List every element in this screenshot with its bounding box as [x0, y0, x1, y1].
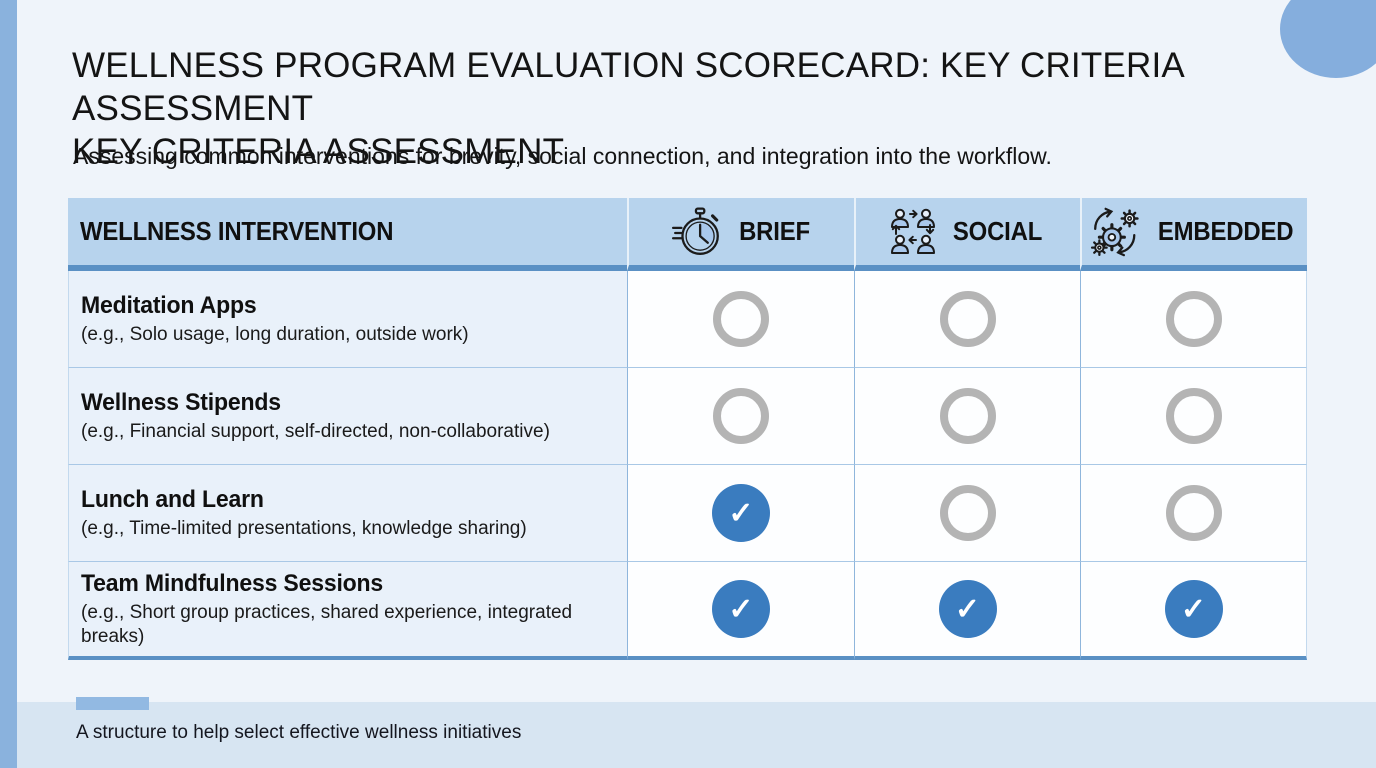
column-header-label: EMBEDDED [1157, 216, 1294, 246]
intervention-description: (e.g., Financial support, self-directed,… [81, 420, 550, 442]
check-cell [627, 271, 854, 368]
footer-band [0, 702, 1376, 768]
intervention-description: (e.g., Solo usage, long duration, outsid… [81, 323, 469, 345]
title-line-1: WELLNESS PROGRAM EVALUATION SCORECARD: K… [72, 46, 1183, 128]
subtitle: Assessing common interventions for brevi… [73, 143, 1052, 169]
page-title: WELLNESS PROGRAM EVALUATION SCORECARD: K… [72, 44, 1376, 173]
check-indicator: ✓ [712, 484, 770, 542]
column-header-social: SOCIAL [854, 198, 1080, 271]
check-indicator [1165, 388, 1222, 444]
check-indicator [1165, 485, 1222, 541]
table-row-meditation-apps: Meditation Apps (e.g., Solo usage, long … [68, 271, 627, 368]
table-row-team-mindfulness-sessions: Team Mindfulness Sessions (e.g., Short g… [68, 562, 627, 660]
check-indicator [939, 291, 996, 347]
check-cell: ✓ [854, 562, 1080, 660]
check-indicator: ✓ [1164, 580, 1223, 638]
column-header-label: BRIEF [739, 216, 810, 246]
people-cycle-icon [891, 208, 936, 254]
gears-cycle-icon [1090, 207, 1139, 256]
intervention-name: Wellness Stipends [81, 388, 281, 416]
check-cell [627, 368, 854, 465]
check-cell [1080, 465, 1307, 562]
check-cell: ✓ [627, 465, 854, 562]
intervention-name: Meditation Apps [81, 291, 257, 319]
check-cell: ✓ [627, 562, 854, 660]
scorecard-table: WELLNESS INTERVENTION BRIEF [68, 198, 1307, 660]
intervention-description: (e.g., Short group practices, shared exp… [81, 601, 573, 647]
check-indicator [713, 291, 769, 347]
intervention-name: Team Mindfulness Sessions [81, 569, 384, 597]
intervention-name: Lunch and Learn [81, 485, 264, 513]
title-line-2: KEY CRITERIA ASSESSMENT [72, 132, 565, 171]
check-cell [1080, 368, 1307, 465]
column-header-embedded: EMBEDDED [1080, 198, 1307, 271]
check-indicator [939, 388, 996, 444]
column-header-intervention: WELLNESS INTERVENTION [68, 198, 627, 271]
intervention-description: (e.g., Time-limited presentations, knowl… [81, 517, 527, 539]
footer-accent-bar [76, 697, 149, 710]
footer-text: A structure to help select effective wel… [76, 722, 522, 743]
check-indicator [1165, 291, 1222, 347]
check-cell [854, 271, 1080, 368]
check-indicator [939, 485, 996, 541]
column-header-label: WELLNESS INTERVENTION [80, 216, 394, 246]
check-indicator [713, 388, 769, 444]
check-cell [854, 368, 1080, 465]
column-header-label: SOCIAL [953, 216, 1043, 246]
left-accent-bar [0, 0, 17, 768]
check-cell: ✓ [1080, 562, 1307, 660]
check-indicator: ✓ [938, 580, 997, 638]
stopwatch-icon [671, 206, 719, 255]
check-cell [1080, 271, 1307, 368]
table-row-lunch-and-learn: Lunch and Learn (e.g., Time-limited pres… [68, 465, 627, 562]
check-cell [854, 465, 1080, 562]
check-indicator: ✓ [712, 580, 770, 638]
table-row-wellness-stipends: Wellness Stipends (e.g., Financial suppo… [68, 368, 627, 465]
column-header-brief: BRIEF [627, 198, 854, 271]
